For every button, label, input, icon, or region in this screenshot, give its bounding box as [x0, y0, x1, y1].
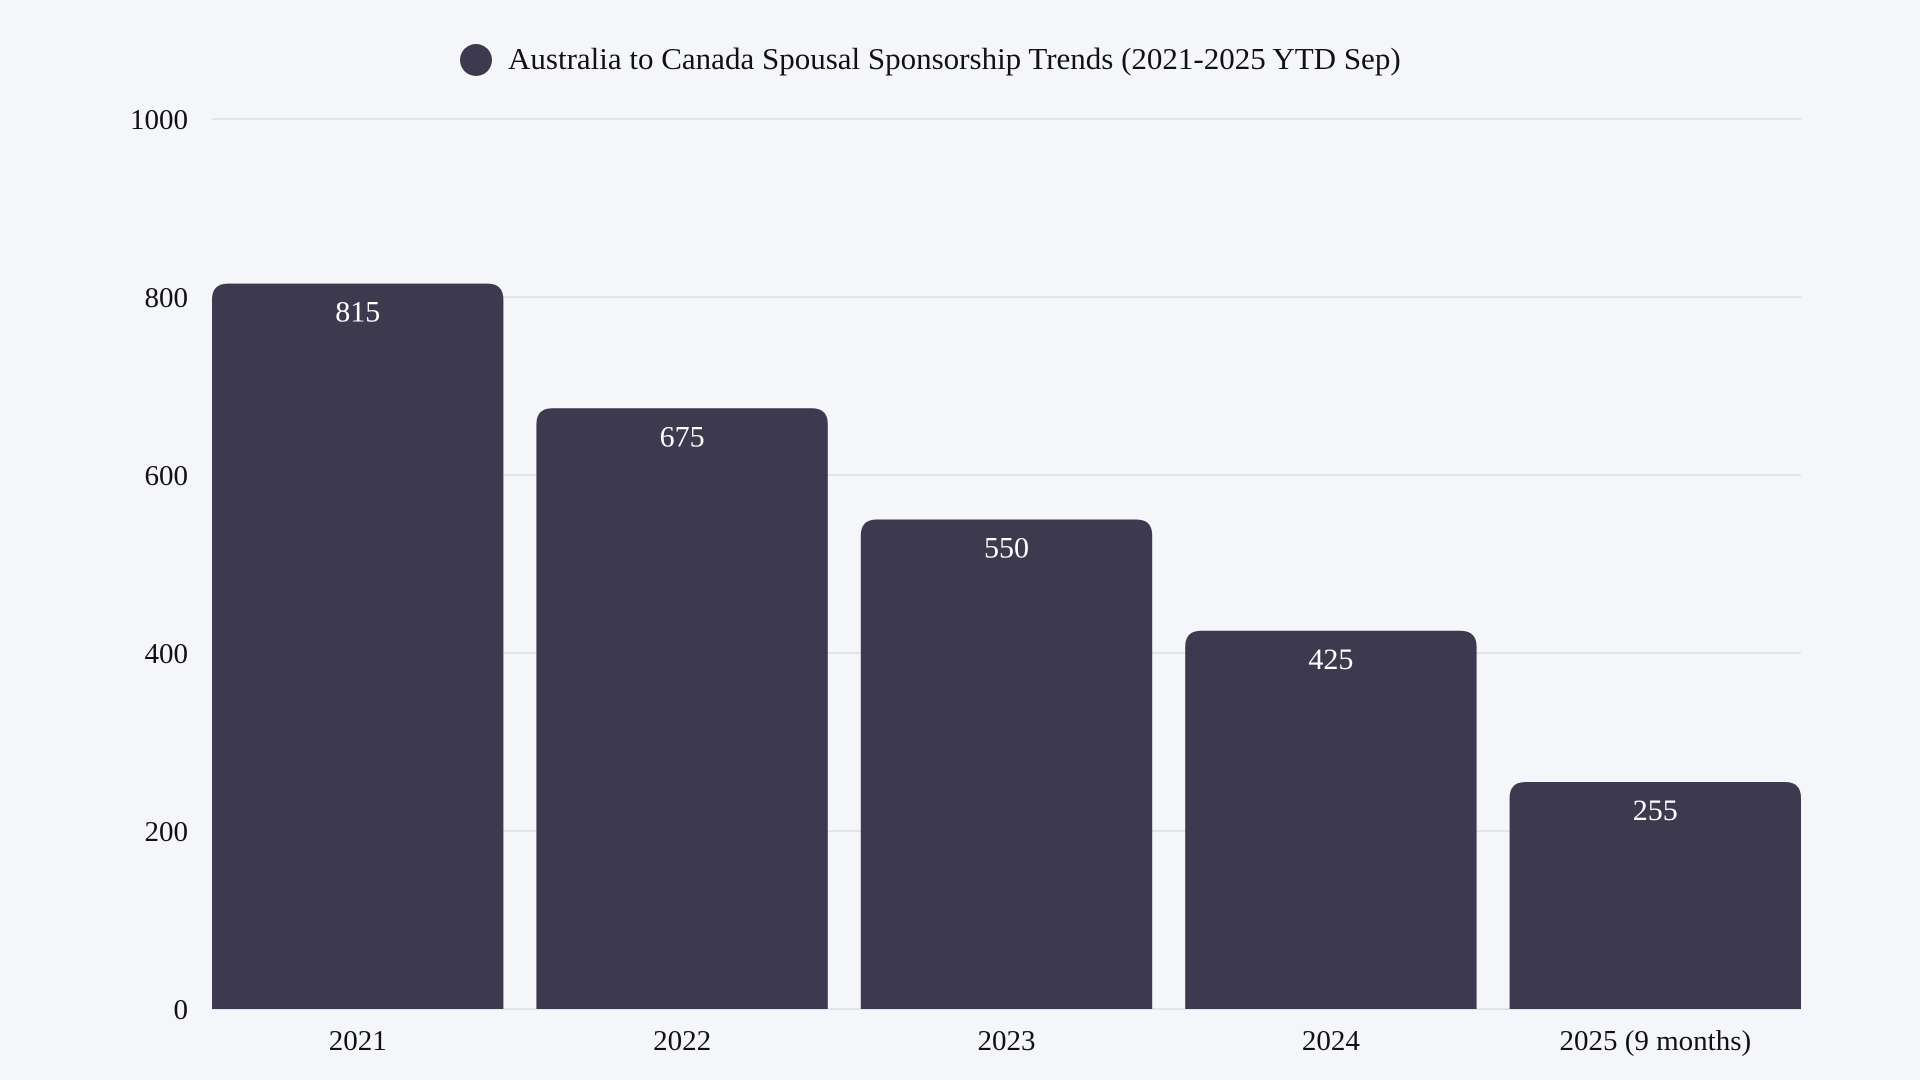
x-tick-label: 2023	[978, 1025, 1036, 1057]
legend-label: Australia to Canada Spousal Sponsorship …	[508, 41, 1401, 76]
y-tick-label: 400	[145, 638, 189, 670]
x-tick-label: 2025 (9 months)	[1559, 1025, 1751, 1057]
bar-2021[interactable]	[212, 283, 504, 1009]
legend-swatch-icon	[460, 44, 492, 76]
bar-2024[interactable]	[1185, 630, 1477, 1009]
y-axis: 0 200 400 600 800 1000	[130, 104, 188, 1026]
x-tick-label: 2024	[1302, 1025, 1361, 1057]
x-tick-label: 2022	[653, 1025, 711, 1057]
data-label: 425	[1308, 643, 1353, 676]
bar-2023[interactable]	[860, 519, 1153, 1010]
bar-2025-9-months-[interactable]	[1509, 782, 1801, 1009]
y-tick-label: 0	[174, 994, 189, 1026]
data-label: 675	[660, 420, 705, 453]
y-tick-label: 1000	[130, 104, 188, 136]
data-label: 255	[1633, 794, 1678, 827]
x-tick-label: 2021	[329, 1025, 387, 1057]
data-label: 815	[335, 296, 380, 329]
legend[interactable]: Australia to Canada Spousal Sponsorship …	[460, 41, 1401, 76]
bar-2022[interactable]	[536, 408, 828, 1009]
x-axis: 2021 2022 2023 2024 2025 (9 months)	[329, 1025, 1751, 1057]
data-label: 550	[984, 532, 1029, 565]
bars: 815 675 550 425 255	[212, 283, 1801, 1010]
y-tick-label: 800	[145, 282, 189, 314]
y-tick-label: 200	[145, 816, 189, 848]
y-tick-label: 600	[145, 460, 189, 492]
